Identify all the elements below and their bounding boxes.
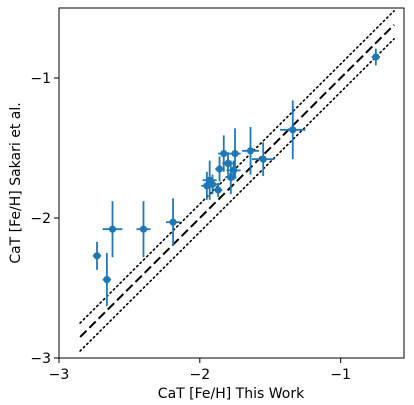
reference-lines xyxy=(79,10,395,352)
point-marker xyxy=(215,165,224,173)
point-marker xyxy=(246,147,255,155)
data-point xyxy=(166,198,181,246)
point-marker xyxy=(93,252,101,260)
point-marker xyxy=(372,53,380,61)
y-tick-label: −2 xyxy=(30,211,51,227)
y-axis-label: CaT [Fe/H] Sakari et al. xyxy=(8,102,24,263)
data-point xyxy=(371,48,381,66)
offset-line-1 xyxy=(79,10,395,324)
data-point xyxy=(213,183,223,197)
point-marker xyxy=(227,173,235,181)
point-marker xyxy=(259,155,267,163)
point-marker xyxy=(289,126,297,134)
point-marker xyxy=(230,166,238,174)
x-axis-ticks: −3 −2 −1 xyxy=(49,358,351,383)
data-point xyxy=(92,241,102,270)
x-axis-label: CaT [Fe/H] This Work xyxy=(158,386,305,402)
data-point xyxy=(102,201,123,258)
data-points xyxy=(92,48,381,307)
data-point xyxy=(136,201,151,258)
data-point xyxy=(222,152,234,175)
point-marker xyxy=(139,225,148,233)
data-point xyxy=(205,174,220,195)
point-marker xyxy=(103,276,111,284)
data-point xyxy=(280,100,306,160)
offset-line-2 xyxy=(79,37,395,352)
point-marker xyxy=(224,159,232,167)
data-point xyxy=(242,127,259,175)
y-tick-label: −1 xyxy=(30,71,51,87)
y-axis-ticks: −3 −2 −1 xyxy=(30,71,59,367)
data-point xyxy=(229,128,241,179)
plot-frame xyxy=(58,7,405,359)
point-marker xyxy=(214,186,222,194)
y-tick-label: −3 xyxy=(30,351,51,367)
point-marker xyxy=(231,150,239,158)
data-point xyxy=(251,142,275,176)
point-marker xyxy=(208,180,217,188)
data-point xyxy=(102,253,112,307)
one-to-one-line xyxy=(79,24,395,338)
x-tick-label: −3 xyxy=(49,367,70,383)
data-point xyxy=(215,156,224,182)
point-marker xyxy=(108,225,117,233)
x-tick-label: −2 xyxy=(189,367,210,383)
x-tick-label: −1 xyxy=(330,367,351,383)
data-point xyxy=(202,160,217,200)
point-marker xyxy=(169,218,177,226)
point-marker xyxy=(220,150,228,158)
